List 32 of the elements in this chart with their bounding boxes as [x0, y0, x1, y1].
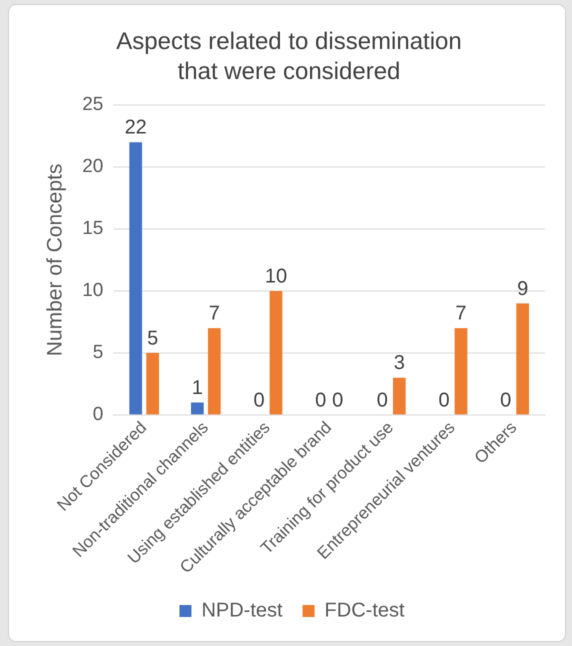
y-tick-label: 10 — [82, 280, 104, 302]
bar — [190, 402, 204, 414]
data-label: 1 — [192, 377, 203, 400]
data-label: 22 — [124, 116, 147, 139]
data-label: 9 — [517, 278, 528, 300]
bar — [270, 290, 282, 414]
legend-label: NPD-test — [201, 600, 284, 622]
bar — [208, 328, 221, 414]
bar — [129, 142, 142, 414]
data-label: 0 — [500, 389, 512, 412]
data-label: 7 — [208, 302, 220, 325]
data-label: 7 — [455, 302, 467, 325]
data-label: 0 — [253, 389, 265, 412]
y-axis-title: Number of Concepts — [43, 164, 66, 356]
data-label: 0 — [438, 389, 450, 412]
y-tick-label: 25 — [82, 94, 104, 116]
y-tick-label: 20 — [82, 156, 104, 178]
data-label: 10 — [264, 265, 288, 288]
data-label: 3 — [394, 352, 405, 374]
data-label: 0 — [315, 389, 326, 412]
legend-label: FDC-test — [324, 600, 406, 622]
data-label: 5 — [147, 327, 158, 350]
bar — [516, 303, 530, 414]
bar — [146, 352, 160, 414]
bar — [454, 328, 468, 414]
data-label: 0 — [332, 389, 344, 412]
bar — [392, 378, 406, 414]
data-label: 0 — [376, 389, 388, 412]
chart-title: Aspects related to dissemination that were considered — [115, 27, 463, 87]
y-tick-label: 0 — [92, 404, 104, 426]
y-tick-label: 15 — [82, 218, 104, 240]
y-tick-label: 5 — [92, 342, 104, 364]
